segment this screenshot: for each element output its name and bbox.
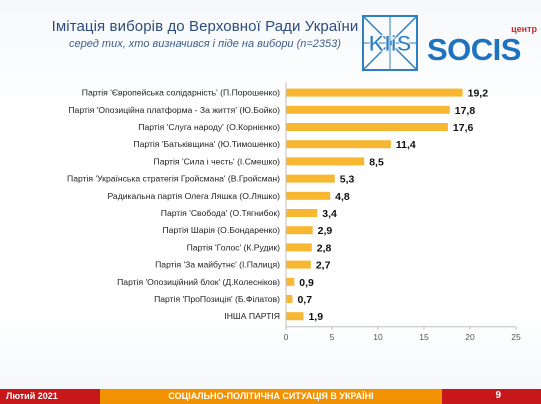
- value-label-6: 4,8: [335, 191, 350, 203]
- socis-logo: центр SOCIS: [427, 24, 537, 67]
- category-label-8: Партія Шарія (О.Бондаренко): [162, 225, 280, 235]
- category-label-9: Партія 'Голос' (К.Рудик): [187, 242, 281, 252]
- category-labels: Партія 'Європейська солідарність' (П.Пор…: [67, 88, 280, 322]
- value-label-9: 2,8: [317, 242, 332, 254]
- socis-logo-tag: центр: [511, 24, 537, 34]
- bar-13: [286, 312, 304, 321]
- value-label-11: 0,9: [299, 277, 314, 289]
- page-title: Імітація виборів до Верховної Ради Украї…: [51, 18, 359, 35]
- page-number: 9: [495, 390, 501, 401]
- category-label-12: Партія 'ПроПозиція' (Б.Філатов): [154, 294, 280, 304]
- category-label-5: Партія 'Українська стратегія Гройсмана' …: [67, 174, 280, 184]
- socis-logo-text: SOCIS: [427, 32, 521, 67]
- bar-8: [286, 226, 313, 235]
- bar-12: [286, 295, 293, 303]
- category-label-2: Партія 'Слуга народу' (О.Корнієнко): [138, 122, 280, 132]
- bar-2: [286, 123, 448, 131]
- bar-9: [286, 243, 312, 252]
- kiis-logo-text: KIiS: [369, 31, 412, 56]
- footer-title: СОЦІАЛЬНО-ПОЛІТИЧНА СИТУАЦІЯ В УКРАЇНІ: [168, 391, 374, 401]
- value-label-3: 11,4: [396, 139, 416, 151]
- bar-0: [286, 88, 463, 97]
- bar-series: [286, 88, 463, 321]
- value-label-10: 2,7: [316, 260, 331, 272]
- x-tick-label-0: 0: [284, 332, 289, 342]
- footer-date: Лютий 2021: [6, 391, 58, 401]
- category-label-7: Партія 'Свобода' (О.Тягнибок): [161, 208, 280, 218]
- value-label-13: 1,9: [308, 311, 323, 323]
- bar-6: [286, 191, 331, 200]
- value-label-0: 19,2: [468, 88, 489, 100]
- bar-10: [286, 260, 311, 269]
- value-label-4: 8,5: [369, 156, 384, 168]
- bar-11: [286, 277, 295, 286]
- category-label-0: Партія 'Європейська солідарність' (П.Пор…: [82, 88, 280, 98]
- bar-5: [286, 174, 335, 183]
- x-tick-label-3: 15: [419, 332, 429, 342]
- value-label-7: 3,4: [322, 208, 337, 220]
- value-labels: 19,2 17,8 17,6 11,4 8,5 5,3 4,8 3,4 2,9 2,8 2,70,9…: [297, 88, 488, 324]
- value-label-1: 17,8: [455, 105, 476, 117]
- x-axis: 0 5 10 15 20 25: [284, 82, 521, 342]
- value-label-8: 2,9: [318, 225, 333, 237]
- bar-4: [286, 157, 365, 166]
- category-label-11: Партія 'Опозиційний блок' (Д.Колесніков): [117, 277, 280, 287]
- bar-3: [286, 140, 391, 149]
- value-label-12: 0,7: [297, 294, 312, 306]
- x-tick-label-1: 5: [330, 332, 335, 342]
- kiis-logo: KIiS: [362, 15, 418, 71]
- bar-7: [286, 209, 318, 217]
- category-label-10: Партія 'За майбутнє' (І.Палиця): [155, 260, 280, 270]
- footer-center-band: [100, 389, 442, 404]
- category-label-6: Радикальна партія Олега Ляшка (О.Ляшко): [107, 191, 280, 201]
- x-tick-label-2: 10: [373, 332, 383, 342]
- page-subtitle: серед тих, хто визначився і піде на вибо…: [69, 38, 341, 50]
- x-tick-label-5: 25: [511, 332, 521, 342]
- category-label-1: Партія 'Опозиційна платформа - За життя'…: [68, 105, 280, 115]
- value-label-2: 17,6: [453, 122, 474, 134]
- category-label-13: ІНША ПАРТІЯ: [224, 311, 280, 321]
- category-label-3: Партія 'Батьківщина' (Ю.Тимошенко): [133, 139, 280, 149]
- category-label-4: Партія 'Сила і честь' (І.Смешко): [154, 156, 281, 166]
- bar-1: [286, 105, 450, 114]
- x-tick-label-4: 20: [465, 332, 475, 342]
- value-label-5: 5,3: [340, 174, 355, 186]
